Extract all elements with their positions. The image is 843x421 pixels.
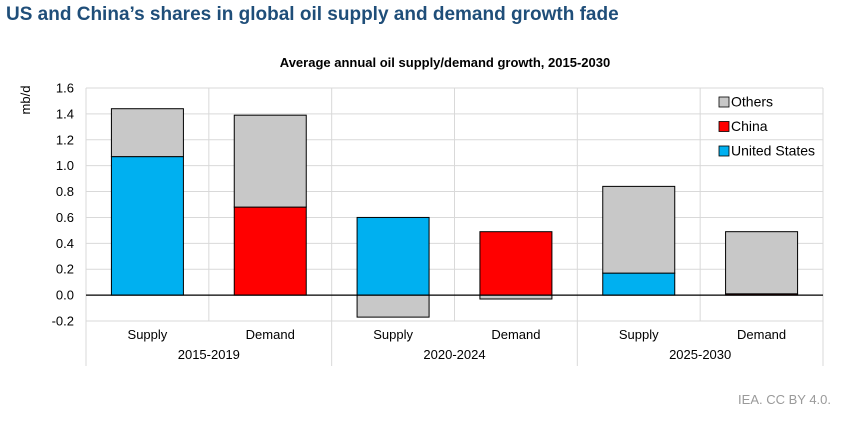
bar-others (725, 231, 799, 295)
y-tick-label: 0.8 (56, 184, 74, 199)
bar-others (356, 294, 430, 318)
x-group-label: 2020-2024 (423, 347, 485, 362)
legend-swatch (718, 96, 730, 108)
bars (110, 108, 799, 318)
x-category-label: Demand (491, 327, 540, 342)
x-category-label: Demand (246, 327, 295, 342)
bar-others (110, 108, 184, 158)
bar-united-states (110, 156, 184, 296)
x-group-label: 2025-2030 (669, 347, 731, 362)
y-tick-label: 0.0 (56, 288, 74, 303)
legend-label: China (731, 118, 768, 134)
legend: Others China United States (718, 94, 815, 159)
source-credit: IEA. CC BY 4.0. (738, 392, 831, 407)
legend-swatch (718, 121, 730, 132)
page-title: US and China’s shares in global oil supp… (6, 4, 619, 25)
bar-china (233, 206, 307, 296)
y-tick-label: 1.6 (56, 81, 74, 96)
bar-united-states (602, 272, 676, 296)
y-tick-label: 0.2 (56, 262, 74, 277)
bar-china (479, 231, 553, 296)
legend-label: Others (731, 94, 773, 110)
x-category-label: Supply (373, 327, 413, 342)
legend-swatch (718, 145, 730, 157)
y-tick-label: 0.6 (56, 210, 74, 225)
bar-united-states (356, 216, 430, 296)
x-category-label: Supply (128, 327, 168, 342)
x-group-label: 2015-2019 (178, 347, 240, 362)
bar-others (602, 185, 676, 274)
bar-others (233, 114, 307, 208)
y-tick-label: 0.4 (56, 236, 74, 251)
y-tick-label: 1.2 (56, 132, 74, 147)
x-category-label: Supply (619, 327, 659, 342)
gridlines (85, 87, 824, 322)
chart-title: Average annual oil supply/demand growth,… (280, 55, 610, 70)
y-tick-label: 1.0 (56, 158, 74, 173)
legend-label: United States (731, 143, 815, 159)
x-axis-labels: Supply Demand Supply Demand Supply Demand 2015… (85, 321, 824, 366)
y-tick-label: -0.2 (52, 314, 74, 329)
x-category-label: Demand (737, 327, 786, 342)
y-axis-ticks: -0.2 0.0 0.2 0.4 0.6 0.8 1.0 1.2 1.4 1.6 (52, 81, 74, 329)
y-tick-label: 1.4 (56, 106, 74, 121)
y-axis-label: mb/d (18, 86, 33, 115)
